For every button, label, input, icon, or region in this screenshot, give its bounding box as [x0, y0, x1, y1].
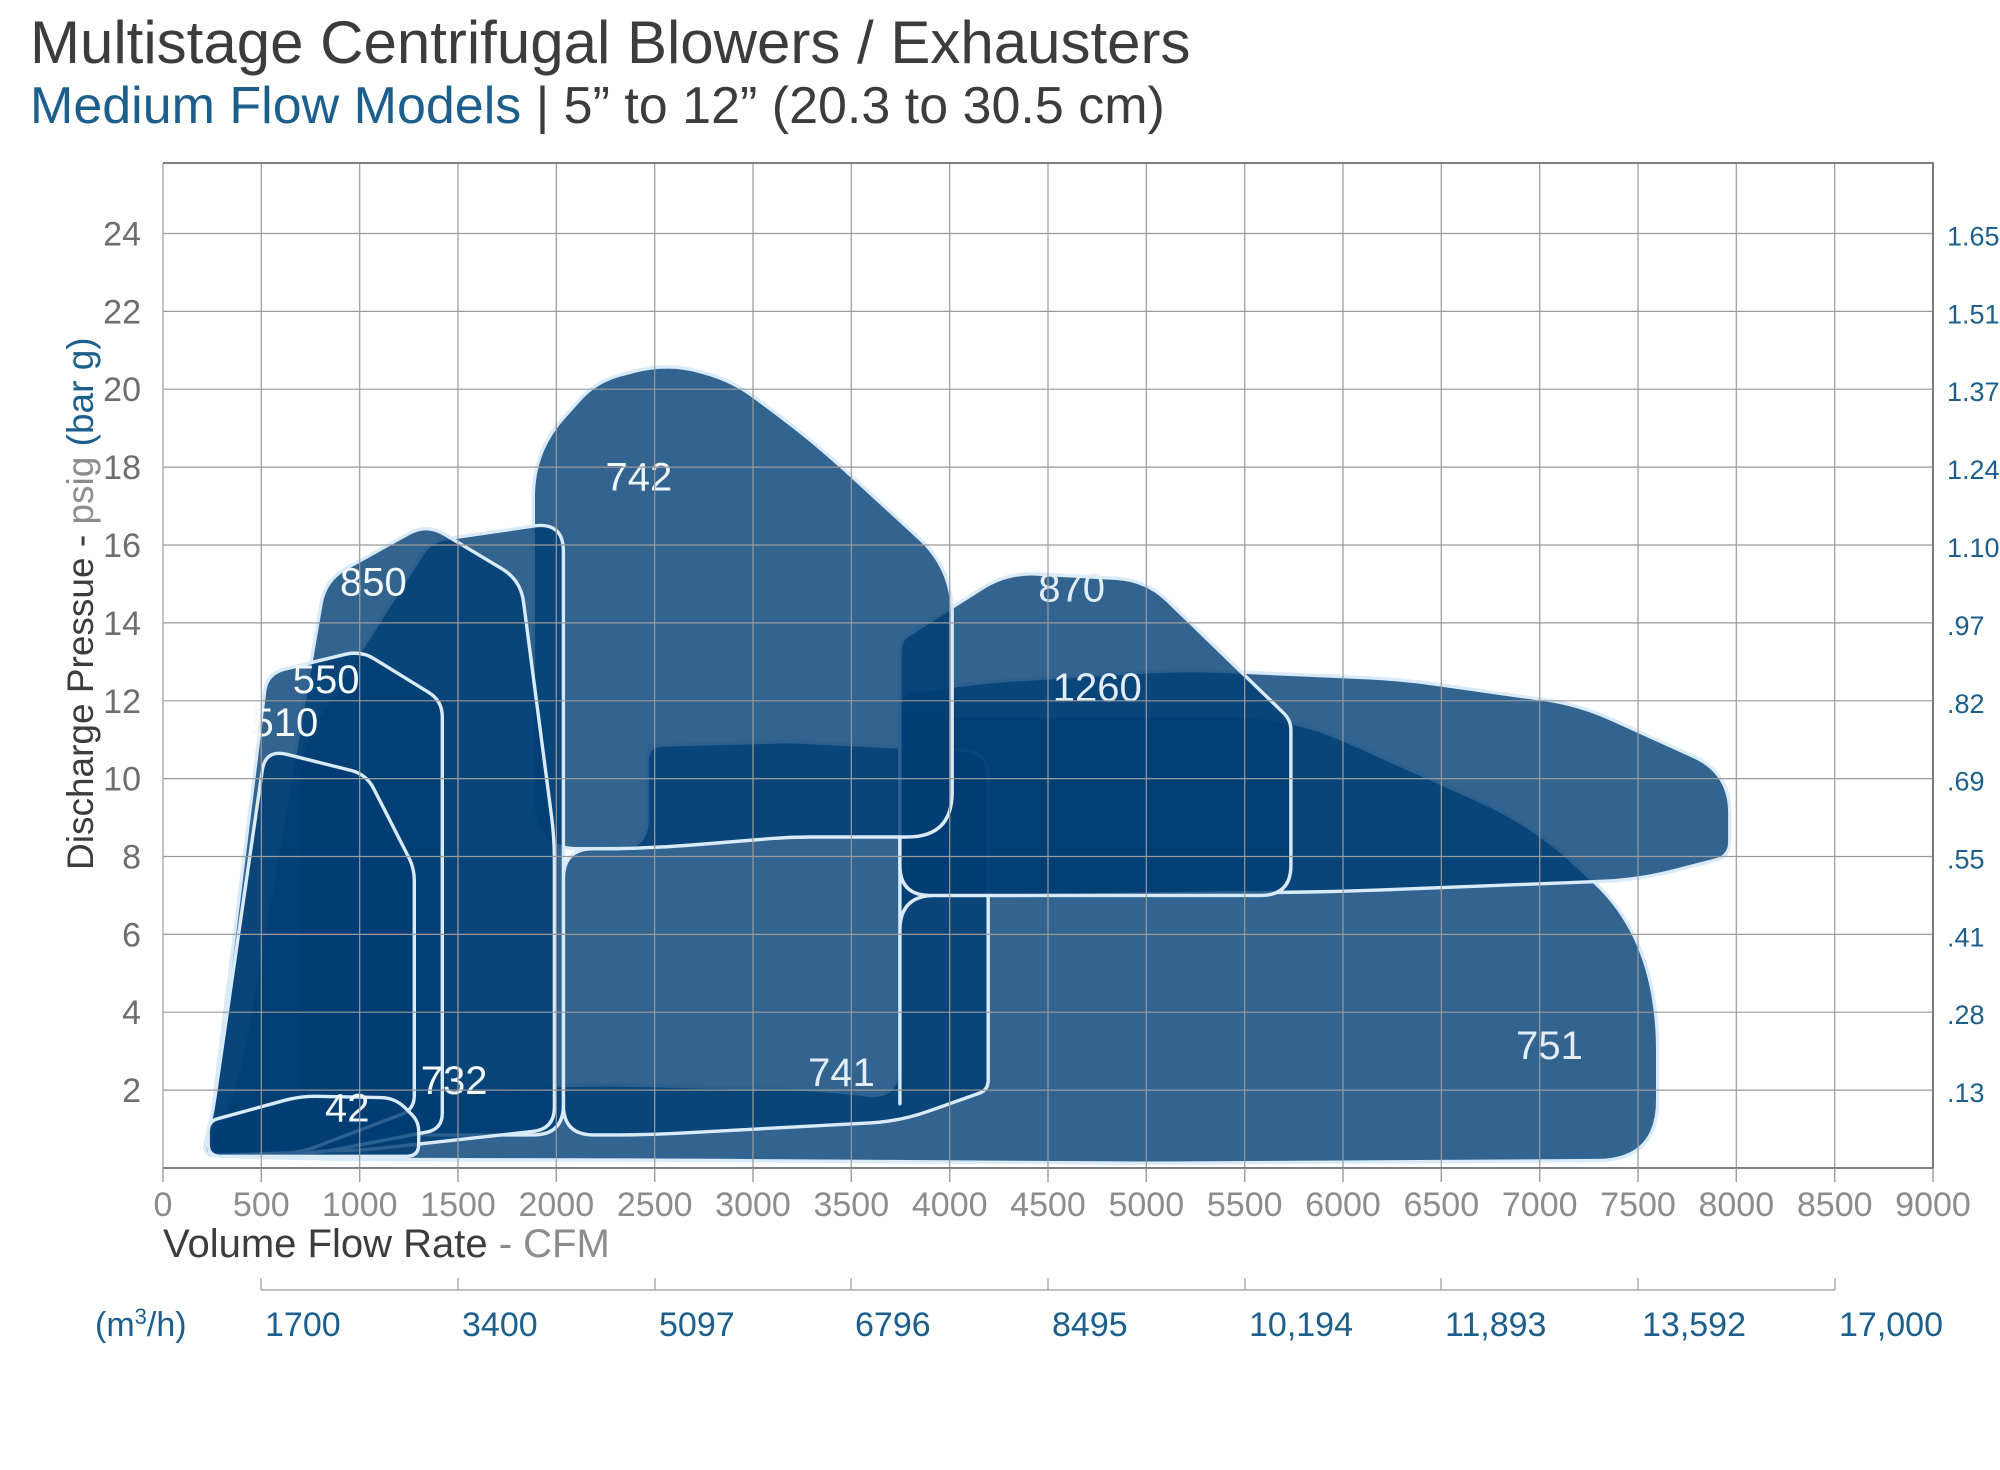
- svg-text:6: 6: [122, 916, 141, 954]
- svg-text:.69: .69: [1947, 767, 1985, 797]
- svg-text:2: 2: [122, 1072, 141, 1110]
- svg-text:2000: 2000: [518, 1186, 594, 1224]
- svg-text:4: 4: [122, 994, 141, 1032]
- svg-text:1.37: 1.37: [1947, 377, 2000, 407]
- svg-text:.97: .97: [1947, 611, 1985, 641]
- svg-text:850: 850: [340, 561, 407, 605]
- svg-text:1700: 1700: [265, 1306, 341, 1344]
- svg-text:8000: 8000: [1698, 1186, 1774, 1224]
- svg-text:7000: 7000: [1502, 1186, 1578, 1224]
- svg-text:1260: 1260: [1053, 666, 1142, 710]
- svg-text:1000: 1000: [322, 1186, 398, 1224]
- svg-text:550: 550: [293, 658, 360, 702]
- svg-text:5097: 5097: [659, 1306, 735, 1344]
- svg-text:13,592: 13,592: [1642, 1306, 1746, 1344]
- svg-text:6796: 6796: [855, 1306, 931, 1344]
- svg-text:6500: 6500: [1403, 1186, 1479, 1224]
- svg-text:.41: .41: [1947, 922, 1985, 952]
- svg-text:1.24: 1.24: [1947, 455, 2000, 485]
- svg-text:751: 751: [1516, 1024, 1583, 1068]
- svg-text:3400: 3400: [462, 1306, 538, 1344]
- svg-text:5500: 5500: [1207, 1186, 1283, 1224]
- svg-text:.82: .82: [1947, 689, 1985, 719]
- svg-text:7500: 7500: [1600, 1186, 1676, 1224]
- svg-text:0: 0: [154, 1186, 173, 1224]
- svg-text:17,000: 17,000: [1839, 1306, 1943, 1344]
- svg-text:.13: .13: [1947, 1078, 1985, 1108]
- svg-text:1.10: 1.10: [1947, 533, 2000, 563]
- svg-text:1500: 1500: [420, 1186, 496, 1224]
- svg-text:24: 24: [103, 216, 141, 254]
- svg-text:1.51: 1.51: [1947, 299, 2000, 329]
- svg-text:(m3/h): (m3/h): [95, 1304, 187, 1345]
- svg-text:3500: 3500: [813, 1186, 889, 1224]
- svg-text:8: 8: [122, 839, 141, 877]
- svg-text:10,194: 10,194: [1249, 1306, 1353, 1344]
- svg-text:500: 500: [233, 1186, 290, 1224]
- svg-text:1.65: 1.65: [1947, 222, 2000, 252]
- svg-text:9000: 9000: [1895, 1186, 1971, 1224]
- svg-text:.55: .55: [1947, 845, 1985, 875]
- svg-text:742: 742: [606, 456, 673, 500]
- svg-text:732: 732: [421, 1059, 488, 1103]
- svg-text:2500: 2500: [617, 1186, 693, 1224]
- svg-text:4500: 4500: [1010, 1186, 1086, 1224]
- svg-text:8495: 8495: [1052, 1306, 1128, 1344]
- svg-text:3000: 3000: [715, 1186, 791, 1224]
- svg-text:8500: 8500: [1797, 1186, 1873, 1224]
- svg-text:6000: 6000: [1305, 1186, 1381, 1224]
- svg-text:42: 42: [325, 1086, 370, 1130]
- svg-text:5000: 5000: [1108, 1186, 1184, 1224]
- svg-text:741: 741: [808, 1051, 875, 1095]
- svg-text:4000: 4000: [912, 1186, 988, 1224]
- svg-text:.28: .28: [1947, 1000, 1985, 1030]
- svg-text:11,893: 11,893: [1445, 1306, 1546, 1344]
